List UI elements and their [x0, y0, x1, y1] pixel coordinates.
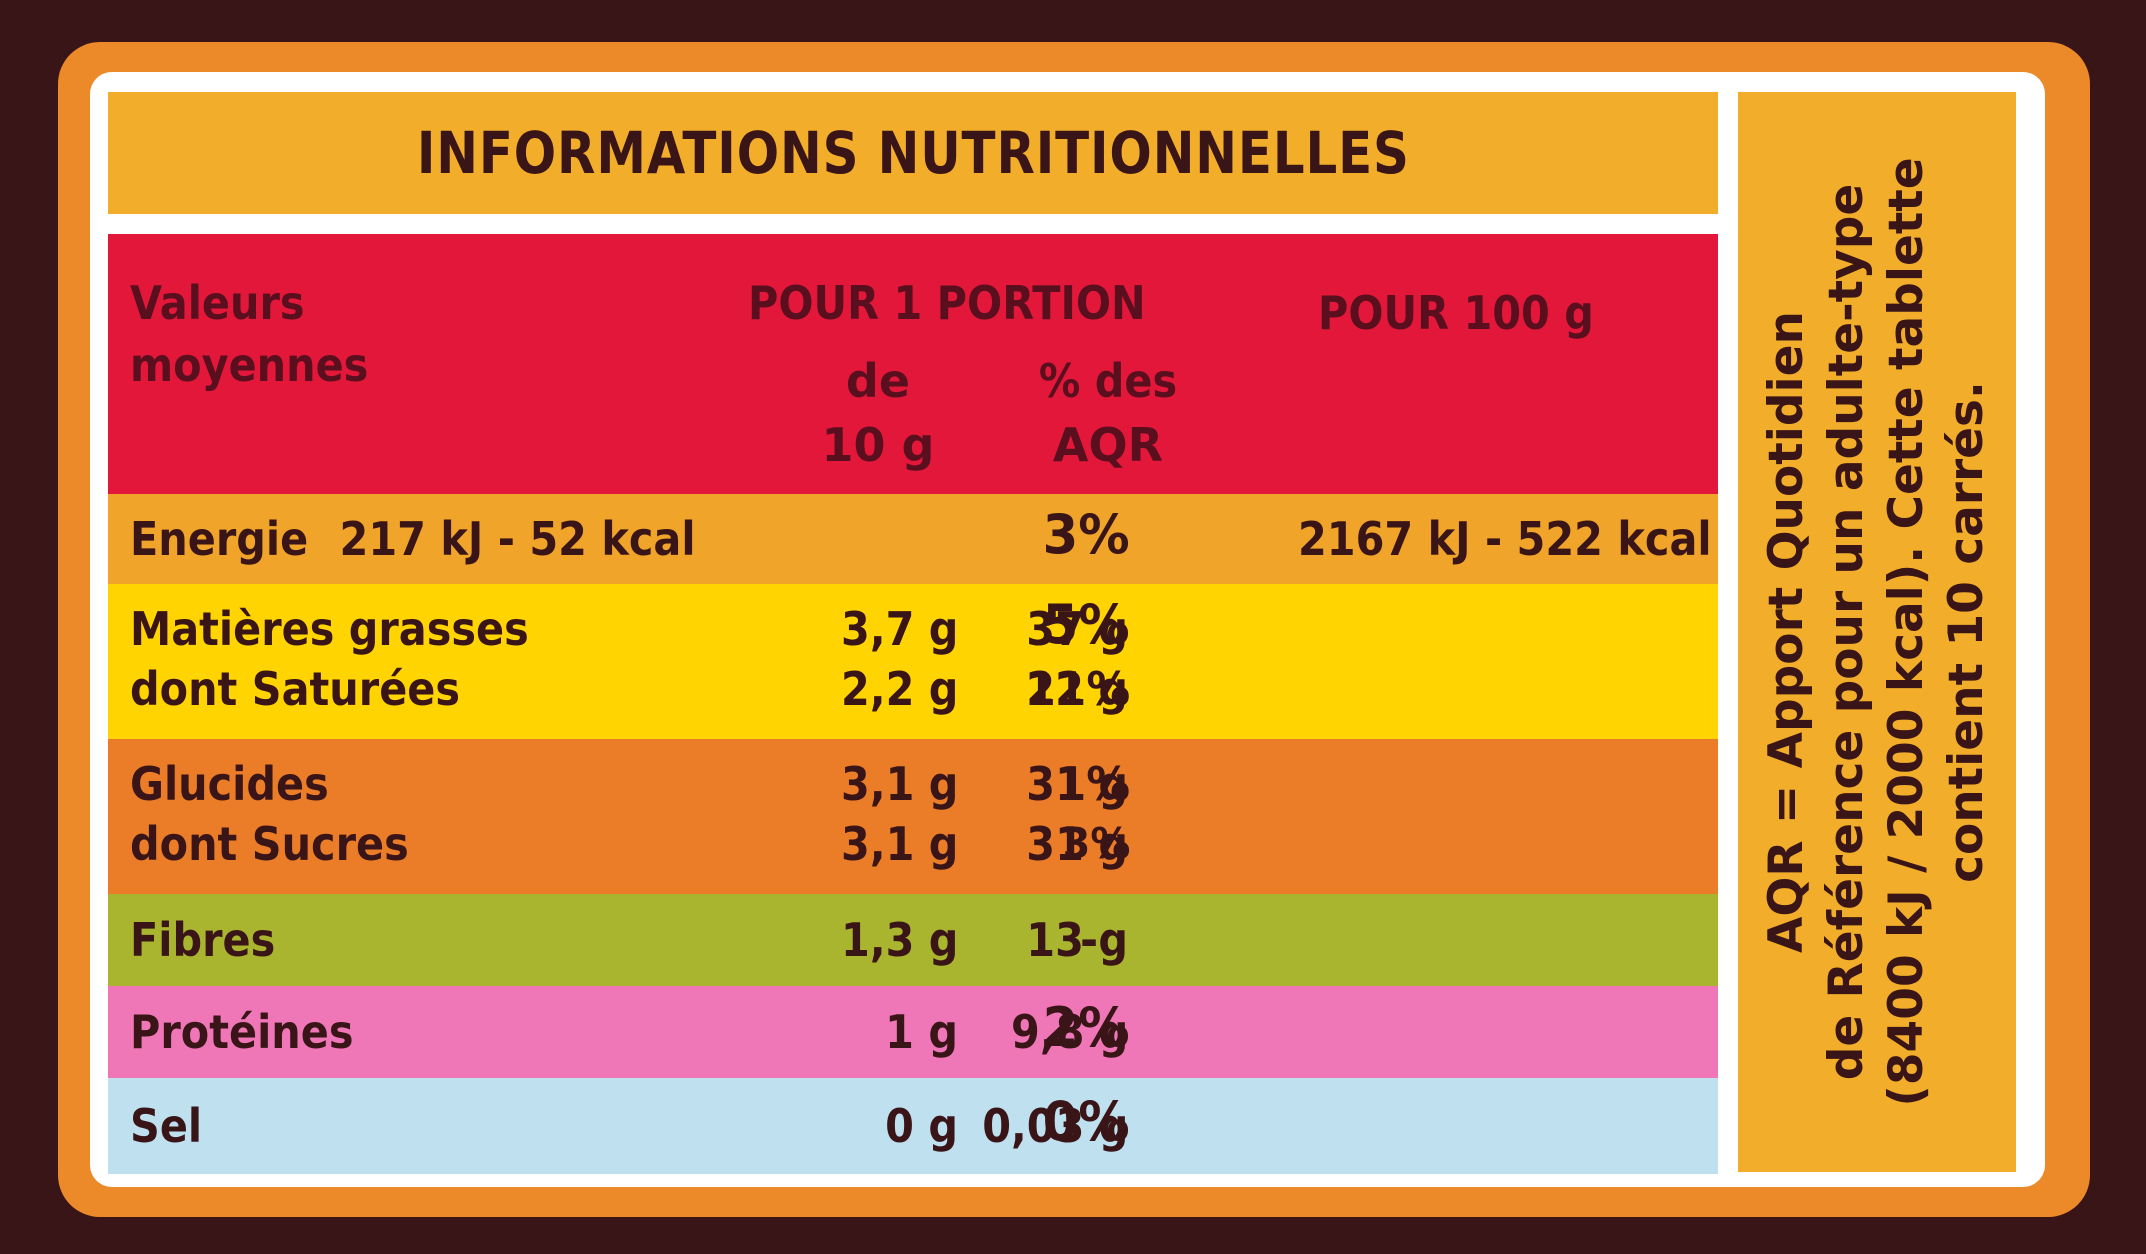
footnote-panel: AQR = Apport Quotidien de Référence pour…	[1738, 92, 2016, 1172]
title-band: INFORMATIONS NUTRITIONNELLES	[108, 92, 1718, 214]
nutrition-table: Valeurs moyennes POUR 1 PORTION de 10 g …	[108, 234, 1718, 1174]
row-label: Matières grasses	[130, 602, 529, 656]
header-aqr-line2: AQR	[1052, 418, 1164, 472]
row-label: Sel	[130, 1099, 203, 1153]
row-label: Protéines	[130, 1005, 354, 1059]
row-portion: 3,1 g	[840, 757, 958, 811]
table-row: Fibres 1,3 g - 13 g	[108, 894, 1718, 986]
header-per100: POUR 100 g	[1318, 286, 1594, 340]
footnote-line: contient 10 carrés.	[1939, 381, 1994, 883]
row-portion: 1,3 g	[840, 913, 958, 967]
header-portion: POUR 1 PORTION	[748, 276, 1146, 330]
page-title: INFORMATIONS NUTRITIONNELLES	[416, 119, 1410, 187]
row-label: Glucides	[130, 757, 329, 811]
row-per100: 9,8 g	[1010, 1005, 1128, 1059]
row-aqr: 5%	[1042, 593, 1130, 656]
row-portion: 2,2 g	[840, 662, 958, 716]
header-label-line2: moyennes	[130, 338, 369, 392]
row-portion: 0 g	[885, 1099, 958, 1153]
row-portion: 217 kJ - 52 kcal	[339, 512, 696, 566]
row-per100: 31 g	[1026, 817, 1128, 871]
table-row: Matières grasses 3,7 g 5% 37 g dont Satu…	[108, 584, 1718, 739]
row-per100: 37 g	[1026, 602, 1128, 656]
footnote-line: (8400 kJ / 2000 kcal). Cette tablette	[1879, 157, 1934, 1107]
table-row: Protéines 1 g 2% 9,8 g	[108, 986, 1718, 1078]
row-label: Energie	[130, 512, 309, 566]
row-label: dont Saturées	[130, 662, 460, 716]
row-per100: 31 g	[1026, 757, 1128, 811]
row-aqr: 3%	[1042, 503, 1130, 566]
row-aqr: 11%	[1025, 662, 1130, 716]
row-aqr: 3%	[1062, 819, 1130, 868]
header-aqr-line1: % des	[1038, 354, 1178, 408]
row-portion: 3,1 g	[840, 817, 958, 871]
header-portion-size-line2: 10 g	[821, 418, 935, 472]
row-aqr: -	[1079, 913, 1098, 967]
table-row: Sel 0 g 0% 0,03 g	[108, 1078, 1718, 1174]
row-per100: 2167 kJ - 522 kcal	[1298, 512, 1712, 566]
table-row: Glucides 3,1 g 1% 31 g dont Sucres 3,1 g…	[108, 739, 1718, 894]
footnote-line: de Référence pour un adulte-type	[1819, 183, 1874, 1081]
row-per100: 0,03 g	[981, 1099, 1128, 1153]
row-per100: 13 g	[1026, 913, 1128, 967]
header-label-line1: Valeurs	[130, 276, 305, 330]
row-aqr: 1%	[1055, 757, 1130, 811]
row-label: dont Sucres	[130, 817, 409, 871]
footnote-line: AQR = Apport Quotidien	[1759, 311, 1814, 953]
row-label: Fibres	[130, 913, 276, 967]
row-aqr: 2%	[1042, 996, 1130, 1059]
table-header: Valeurs moyennes POUR 1 PORTION de 10 g …	[108, 234, 1718, 494]
row-per100: 22 g	[1026, 662, 1128, 716]
row-portion: 1 g	[885, 1005, 958, 1059]
footnote: AQR = Apport Quotidien de Référence pour…	[1757, 122, 1997, 1142]
row-aqr: 0%	[1042, 1090, 1130, 1153]
header-portion-size-line1: de	[845, 354, 911, 408]
row-portion: 3,7 g	[840, 602, 958, 656]
table-row: Energie 217 kJ - 52 kcal 3% 2167 kJ - 52…	[108, 494, 1718, 584]
